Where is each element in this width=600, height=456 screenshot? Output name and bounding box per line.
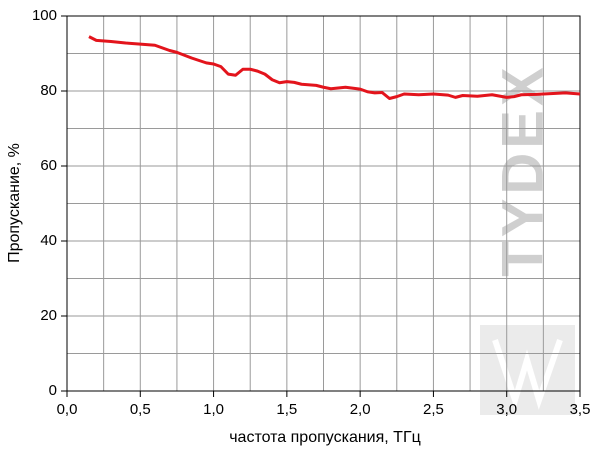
y-tick-label: 80 <box>40 82 57 99</box>
plot-frame <box>66 15 581 392</box>
x-axis-label: частота пропускания, ТГц <box>229 429 421 446</box>
y-tick-label: 40 <box>40 232 57 249</box>
y-tick-label: 20 <box>40 307 57 324</box>
x-tick-label: 1,0 <box>203 401 224 418</box>
y-axis-label: Пропускание, % <box>6 143 23 263</box>
y-tick-label: 100 <box>32 7 57 24</box>
x-tick-label: 2,5 <box>423 401 444 418</box>
y-tick-label: 0 <box>49 382 57 399</box>
y-tick-label: 60 <box>40 157 57 174</box>
x-tick-label: 3,5 <box>570 401 591 418</box>
x-tick-label: 2,0 <box>350 401 371 418</box>
x-tick-label: 0,0 <box>57 401 78 418</box>
x-tick-label: 0,5 <box>130 401 151 418</box>
x-tick-label: 3,0 <box>496 401 517 418</box>
watermark-logo <box>480 325 575 415</box>
x-tick-label: 1,5 <box>276 401 297 418</box>
data-line <box>88 35 581 100</box>
